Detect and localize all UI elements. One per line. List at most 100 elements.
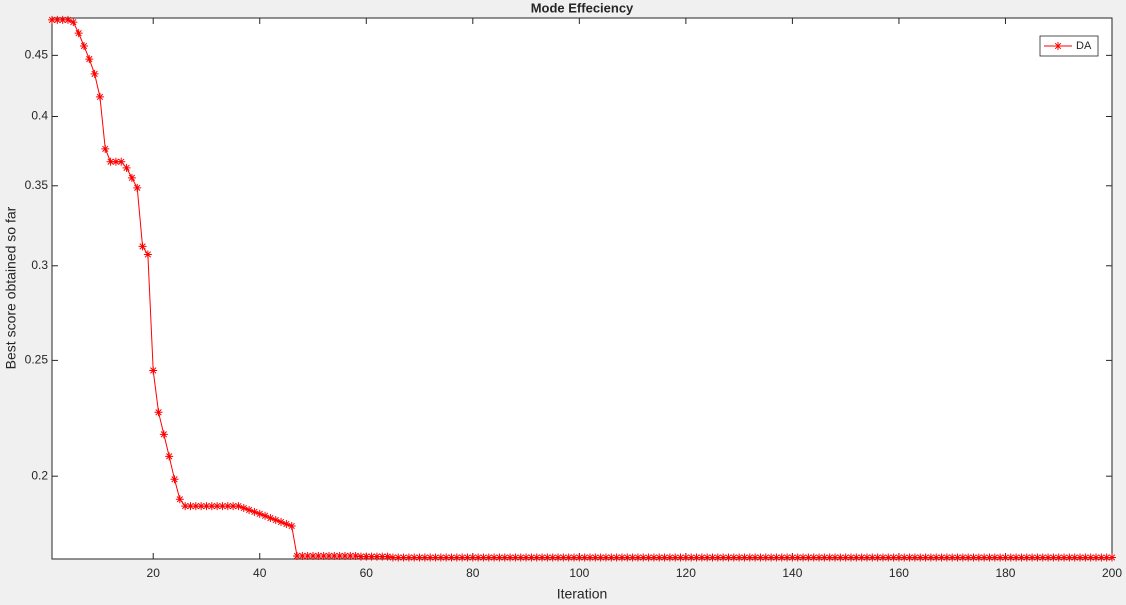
marker bbox=[623, 553, 632, 562]
marker bbox=[53, 15, 62, 24]
marker bbox=[980, 553, 989, 562]
marker bbox=[175, 495, 184, 504]
marker bbox=[404, 553, 413, 562]
marker bbox=[548, 553, 557, 562]
marker bbox=[900, 553, 909, 562]
marker bbox=[335, 551, 344, 560]
marker bbox=[138, 242, 147, 251]
marker bbox=[468, 553, 477, 562]
marker bbox=[628, 553, 637, 562]
marker bbox=[420, 553, 429, 562]
marker bbox=[820, 553, 829, 562]
x-tick-label: 20 bbox=[147, 566, 161, 580]
y-tick-label: 0.3 bbox=[31, 258, 48, 272]
marker bbox=[676, 553, 685, 562]
legend-label: DA bbox=[1076, 40, 1092, 52]
marker bbox=[719, 553, 728, 562]
marker bbox=[1076, 553, 1085, 562]
marker bbox=[538, 553, 547, 562]
marker bbox=[836, 553, 845, 562]
marker bbox=[266, 514, 275, 523]
marker bbox=[159, 430, 168, 439]
marker bbox=[937, 553, 946, 562]
marker bbox=[767, 553, 776, 562]
marker bbox=[399, 553, 408, 562]
marker bbox=[772, 553, 781, 562]
marker bbox=[362, 552, 371, 561]
marker bbox=[516, 553, 525, 562]
marker bbox=[910, 553, 919, 562]
marker bbox=[639, 553, 648, 562]
marker bbox=[868, 553, 877, 562]
marker bbox=[617, 553, 626, 562]
marker bbox=[79, 41, 88, 50]
marker bbox=[101, 144, 110, 153]
marker bbox=[825, 553, 834, 562]
marker bbox=[554, 553, 563, 562]
y-axis-label: Best score obtained so far bbox=[3, 206, 19, 369]
marker bbox=[367, 552, 376, 561]
marker bbox=[287, 521, 296, 530]
marker bbox=[607, 553, 616, 562]
marker bbox=[309, 551, 318, 560]
marker bbox=[948, 553, 957, 562]
chart-title: Mode Effeciency bbox=[531, 0, 634, 15]
marker bbox=[490, 553, 499, 562]
x-tick-label: 140 bbox=[782, 566, 802, 580]
marker bbox=[1017, 553, 1026, 562]
marker bbox=[245, 505, 254, 514]
marker bbox=[58, 15, 67, 24]
marker bbox=[1044, 553, 1053, 562]
marker bbox=[154, 408, 163, 417]
x-tick-label: 120 bbox=[676, 566, 696, 580]
marker bbox=[889, 553, 898, 562]
marker bbox=[149, 366, 158, 375]
marker bbox=[122, 163, 131, 172]
marker bbox=[314, 551, 323, 560]
marker bbox=[804, 553, 813, 562]
marker bbox=[543, 553, 552, 562]
marker bbox=[873, 553, 882, 562]
marker bbox=[410, 553, 419, 562]
marker bbox=[921, 553, 930, 562]
x-tick-label: 180 bbox=[995, 566, 1015, 580]
marker bbox=[687, 553, 696, 562]
marker bbox=[213, 502, 222, 511]
marker bbox=[111, 157, 120, 166]
marker bbox=[442, 553, 451, 562]
marker bbox=[458, 553, 467, 562]
marker bbox=[495, 553, 504, 562]
marker bbox=[165, 452, 174, 461]
marker bbox=[788, 553, 797, 562]
y-tick-label: 0.4 bbox=[31, 109, 48, 123]
marker bbox=[862, 553, 871, 562]
marker bbox=[591, 553, 600, 562]
marker bbox=[761, 553, 770, 562]
marker bbox=[474, 553, 483, 562]
marker bbox=[878, 553, 887, 562]
marker bbox=[527, 553, 536, 562]
marker bbox=[996, 553, 1005, 562]
marker bbox=[63, 15, 72, 24]
marker bbox=[324, 551, 333, 560]
marker bbox=[649, 553, 658, 562]
marker bbox=[697, 553, 706, 562]
marker bbox=[95, 92, 104, 101]
marker bbox=[932, 553, 941, 562]
marker bbox=[1038, 553, 1047, 562]
marker bbox=[447, 553, 456, 562]
marker bbox=[671, 553, 680, 562]
marker bbox=[964, 553, 973, 562]
marker bbox=[277, 518, 286, 527]
plot-area bbox=[51, 17, 1113, 560]
marker bbox=[580, 553, 589, 562]
marker bbox=[85, 55, 94, 64]
marker bbox=[197, 502, 206, 511]
marker bbox=[575, 553, 584, 562]
x-tick-label: 60 bbox=[360, 566, 374, 580]
marker bbox=[660, 553, 669, 562]
marker bbox=[500, 553, 509, 562]
marker bbox=[532, 553, 541, 562]
marker bbox=[585, 553, 594, 562]
